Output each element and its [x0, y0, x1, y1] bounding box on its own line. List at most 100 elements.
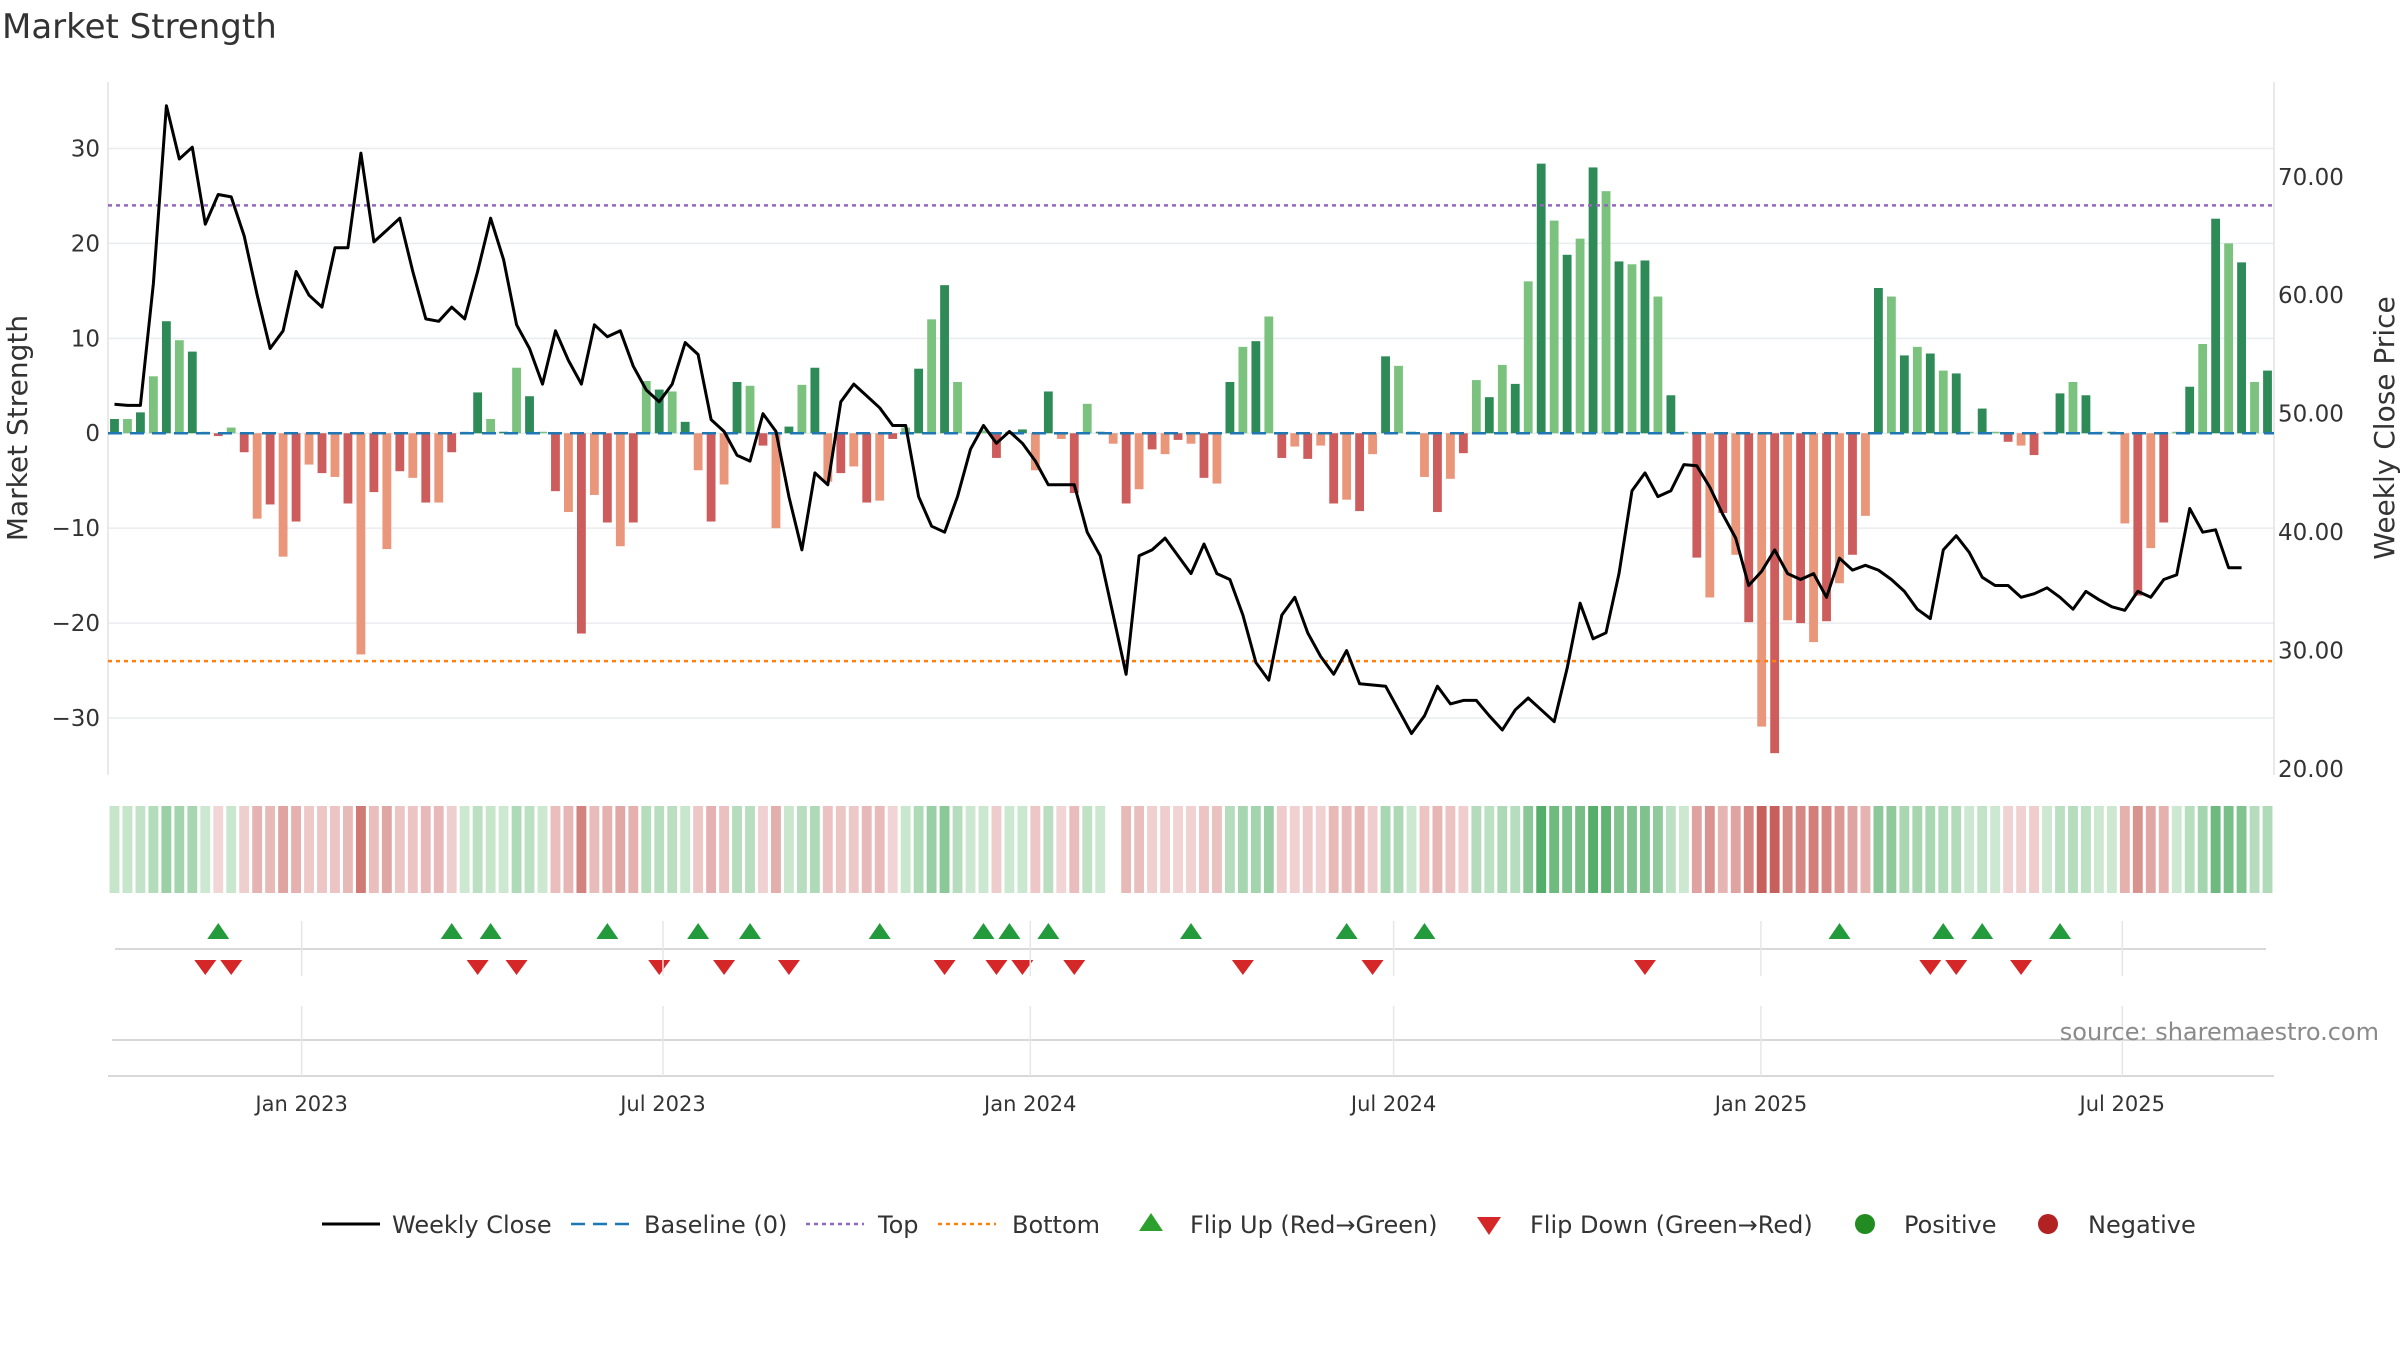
strip-cell	[2042, 806, 2052, 893]
strip-cell	[732, 806, 742, 893]
flip-down-marker	[2010, 960, 2033, 975]
flip-down-marker	[1011, 960, 1034, 975]
flip-up-marker	[207, 923, 230, 939]
strength-bar	[875, 433, 885, 501]
legend-label: Weekly Close	[392, 1211, 552, 1239]
strip-cell	[667, 806, 678, 893]
strip-cell	[1302, 806, 1313, 893]
strip-cell	[1328, 806, 1339, 893]
strength-bar	[174, 340, 184, 434]
strip-cell	[1367, 806, 1378, 893]
strength-bar	[641, 381, 651, 434]
strength-bar	[136, 412, 145, 434]
strip-cell	[1004, 806, 1015, 893]
strength-bar	[499, 431, 508, 434]
strip-cell	[1160, 806, 1170, 893]
strip-cell	[563, 806, 574, 893]
strip-cell	[641, 806, 652, 893]
strength-bar	[2159, 433, 2169, 523]
strength-bar	[2263, 370, 2272, 434]
strip-cell	[1834, 806, 1845, 893]
left-tick-label: 30	[71, 136, 100, 162]
flip-up-marker	[868, 923, 891, 939]
flip-up-marker	[998, 923, 1021, 939]
strength-bar	[1316, 433, 1326, 446]
strip-cell	[304, 806, 314, 893]
strip-cell	[2210, 806, 2221, 893]
strip-cell	[1990, 806, 2001, 893]
strip-cell	[1847, 806, 1858, 893]
strip-cell	[1588, 806, 1599, 893]
strength-bar	[1912, 346, 1922, 434]
strength-bar	[836, 433, 846, 474]
left-tick-label: −30	[51, 706, 100, 732]
strip-cell	[1614, 806, 1624, 893]
strip-cell	[1743, 806, 1754, 893]
strength-bar	[1705, 433, 1715, 598]
flip-up-marker	[687, 923, 710, 939]
strip-cell	[900, 806, 911, 893]
weekly-close-line	[114, 104, 2242, 735]
left-axis: 30 20 10 0 −10 −20 −30	[51, 136, 100, 732]
strength-bar	[940, 285, 949, 434]
strip-cell	[2145, 806, 2156, 893]
strength-bar	[2185, 386, 2195, 434]
strip-cell	[226, 806, 237, 893]
strip-cell	[783, 806, 794, 893]
strip-cell	[1964, 806, 1975, 893]
strip-cell	[1821, 806, 1832, 893]
strength-bar	[213, 433, 223, 437]
strength-bar	[1147, 433, 1157, 450]
flip-up-marker	[2048, 923, 2071, 939]
legend-swatch-flip-up	[1139, 1213, 1163, 1231]
strip-cell	[2119, 806, 2130, 893]
strip-cell	[1678, 806, 1689, 893]
strength-bar	[1342, 433, 1352, 500]
strength-bar	[1368, 433, 1377, 455]
strength-bar	[1718, 433, 1728, 513]
strength-bar	[914, 368, 924, 434]
strength-bar	[1809, 433, 1818, 643]
strength-bar	[551, 433, 560, 492]
strip-cell	[1380, 806, 1391, 893]
strip-cell	[628, 806, 639, 893]
strength-bar	[823, 433, 833, 482]
strength-bar	[810, 367, 820, 434]
strength-bar	[745, 385, 755, 434]
strength-bar	[1381, 356, 1390, 434]
strength-bar	[1290, 433, 1300, 447]
strength-bar	[252, 433, 262, 519]
strength-bar	[343, 433, 353, 504]
flip-up-marker	[440, 923, 463, 939]
strength-bar	[226, 427, 236, 434]
right-tick-label: 70.00	[2278, 165, 2344, 191]
strip-cell	[1419, 806, 1430, 893]
strip-cell	[887, 806, 898, 893]
legend-label: Negative	[2088, 1211, 2196, 1239]
flip-up-marker	[1971, 923, 1994, 939]
strength-bar	[1082, 403, 1092, 434]
strip-cell	[368, 806, 379, 893]
strength-bar	[1601, 191, 1611, 434]
strip-cell	[2184, 806, 2195, 893]
strip-cell	[1769, 806, 1780, 893]
strength-bar	[654, 389, 664, 434]
strength-bar	[161, 321, 171, 434]
strip-cell	[2003, 806, 2014, 893]
strip-cell	[1471, 806, 1482, 893]
flip-up-marker	[1413, 923, 1436, 939]
strip-cell	[1886, 806, 1897, 893]
strength-bar	[1108, 433, 1118, 444]
right-tick-label: 40.00	[2278, 520, 2344, 546]
legend-label: Bottom	[1012, 1211, 1100, 1239]
strength-bar	[1796, 433, 1806, 624]
strip-cell	[1873, 806, 1884, 893]
strength-bar	[2133, 433, 2143, 596]
strength-bar	[1861, 433, 1870, 516]
strength-bar	[953, 381, 962, 434]
strip-cell	[239, 806, 250, 893]
strip-cell	[978, 806, 989, 893]
strip-cell	[524, 806, 535, 893]
strip-cell	[498, 806, 509, 893]
strip-cell	[291, 806, 301, 893]
